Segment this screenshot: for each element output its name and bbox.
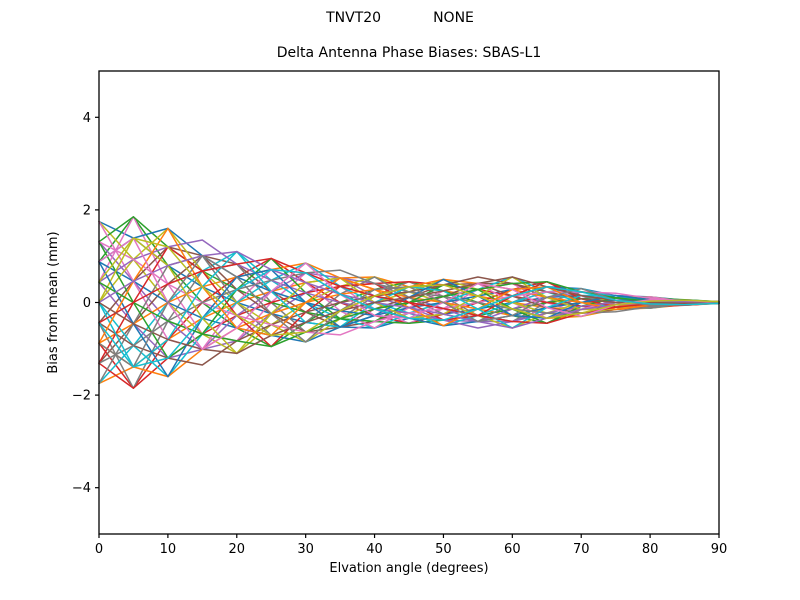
series-line [98, 263, 720, 389]
suptitle-left-text: TNVT20 [326, 10, 382, 26]
y-tick-label: 2 [83, 203, 91, 218]
x-tick-label: 20 [229, 542, 246, 557]
x-axis-label: Elvation angle (degrees) [329, 561, 488, 576]
y-tick-label: −2 [72, 389, 91, 404]
x-tick-label: 70 [573, 542, 590, 557]
chart-title: Delta Antenna Phase Biases: SBAS-L1 [276, 45, 542, 61]
x-tick-label: 90 [711, 542, 728, 557]
y-tick-label: −4 [72, 481, 91, 496]
series-line [98, 216, 720, 342]
x-tick-label: 40 [366, 542, 383, 557]
x-tick-label: 80 [642, 542, 659, 557]
series-line [98, 241, 720, 336]
x-tick-label: 30 [297, 542, 314, 557]
series-line [98, 254, 720, 368]
series-line [98, 227, 720, 327]
figure-suptitle: TNVT20 NONE [0, 9, 800, 27]
x-tick-label: 60 [504, 542, 521, 557]
y-tick-label: 0 [83, 296, 91, 311]
x-tick-label: 10 [160, 542, 177, 557]
x-tick-label: 50 [435, 542, 452, 557]
series-line [98, 237, 720, 337]
suptitle-right-text: NONE [433, 10, 474, 26]
series-line [98, 268, 720, 368]
series-line [98, 269, 720, 364]
x-tick-label: 0 [95, 542, 103, 557]
series-line [98, 257, 720, 325]
y-axis-label: Bias from mean (mm) [46, 231, 61, 373]
y-tick-label: 4 [83, 111, 91, 126]
series-line [98, 237, 720, 351]
